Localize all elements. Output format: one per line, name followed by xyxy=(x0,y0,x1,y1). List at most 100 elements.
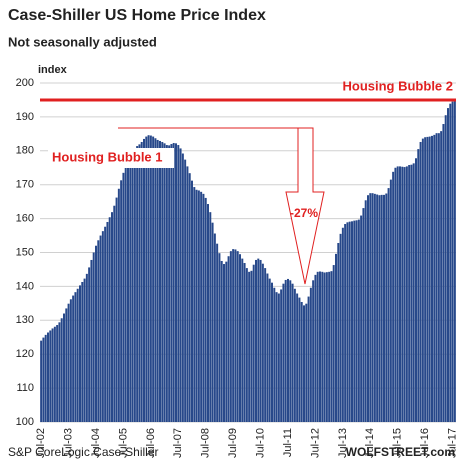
bar xyxy=(376,194,379,422)
bar xyxy=(289,280,292,422)
y-tick-label: 130 xyxy=(16,314,34,326)
bar xyxy=(282,283,285,422)
x-tick-label: Jul-05 xyxy=(117,428,129,458)
bar xyxy=(95,245,97,422)
bar xyxy=(255,259,257,422)
bar xyxy=(369,193,372,422)
bar xyxy=(168,145,171,422)
bar xyxy=(415,158,417,422)
bar xyxy=(81,281,84,422)
bar xyxy=(234,249,237,422)
credit: WOLFSTREET.com xyxy=(346,445,455,459)
bar xyxy=(111,212,113,422)
bar xyxy=(223,264,225,422)
bar xyxy=(236,251,239,422)
bar xyxy=(435,133,438,422)
bar xyxy=(346,222,349,422)
bar xyxy=(72,295,75,422)
bar xyxy=(408,165,411,422)
drop-arrow xyxy=(285,127,325,285)
bar xyxy=(437,133,440,422)
bar xyxy=(63,313,65,422)
bar xyxy=(330,271,333,422)
bar xyxy=(373,193,376,422)
y-axis-label: index xyxy=(38,64,68,76)
chart-subtitle: Not seasonally adjusted xyxy=(8,34,157,49)
bar xyxy=(202,193,205,422)
bar xyxy=(163,143,166,423)
bar xyxy=(49,330,52,422)
bar xyxy=(383,194,385,422)
bar xyxy=(357,219,360,422)
bar xyxy=(312,280,315,422)
bar xyxy=(170,144,173,422)
bar xyxy=(403,167,406,422)
bar xyxy=(97,240,100,422)
bar xyxy=(193,187,196,422)
bar xyxy=(323,272,326,422)
bar xyxy=(227,256,230,422)
x-tick-label: Jul-08 xyxy=(200,428,212,458)
bubble1-label: Housing Bubble 1 xyxy=(52,149,163,164)
bar xyxy=(362,208,365,422)
bar xyxy=(115,197,118,422)
bar xyxy=(273,287,276,422)
bar xyxy=(257,258,260,422)
bar xyxy=(152,136,155,422)
bar xyxy=(453,100,456,423)
y-tick-label: 190 xyxy=(16,111,34,123)
x-tick-label: Jul-12 xyxy=(309,428,321,458)
x-tick-label: Jul-03 xyxy=(62,428,74,458)
bar xyxy=(76,288,79,422)
bar xyxy=(239,254,241,422)
x-tick-label: Jul-06 xyxy=(145,428,157,458)
bar xyxy=(209,212,212,422)
bar xyxy=(53,326,56,422)
bar xyxy=(339,233,342,422)
bar xyxy=(433,134,436,422)
bar xyxy=(344,224,347,422)
bar xyxy=(56,325,59,422)
bar xyxy=(328,271,331,422)
x-tick-label: Jul-13 xyxy=(337,428,349,458)
bar xyxy=(147,135,150,422)
bar xyxy=(451,101,454,423)
bar xyxy=(108,217,111,422)
bar xyxy=(266,273,269,422)
bubble2-label: Housing Bubble 2 xyxy=(343,78,454,93)
bar xyxy=(421,138,424,422)
x-tick-label: Jul-16 xyxy=(419,428,431,458)
bar xyxy=(175,143,177,423)
bar xyxy=(348,221,351,422)
x-tick-label: Jul-04 xyxy=(90,428,102,458)
bar xyxy=(341,227,344,422)
bar xyxy=(211,222,214,422)
x-tick-label: Jul-02 xyxy=(35,428,47,458)
bar xyxy=(264,268,267,422)
bar xyxy=(51,328,54,422)
bar xyxy=(124,166,127,422)
x-tick-label: Jul-10 xyxy=(254,428,266,458)
bar xyxy=(58,322,61,422)
bar xyxy=(165,145,168,423)
y-tick-label: 170 xyxy=(16,179,34,191)
bar xyxy=(261,263,264,422)
bar xyxy=(177,145,180,423)
bar xyxy=(172,143,175,423)
bar xyxy=(428,136,431,422)
bar xyxy=(186,166,189,422)
bar xyxy=(149,135,152,423)
bar xyxy=(138,144,141,422)
bar xyxy=(360,215,363,422)
bar xyxy=(447,108,449,422)
bar xyxy=(353,220,356,422)
drop-label: -27% xyxy=(290,206,318,220)
bar xyxy=(291,283,294,422)
bar xyxy=(79,285,81,422)
bar xyxy=(396,166,399,422)
bar xyxy=(389,179,392,422)
bar xyxy=(83,278,86,422)
bar xyxy=(220,260,223,422)
y-tick-label: 160 xyxy=(16,213,34,225)
